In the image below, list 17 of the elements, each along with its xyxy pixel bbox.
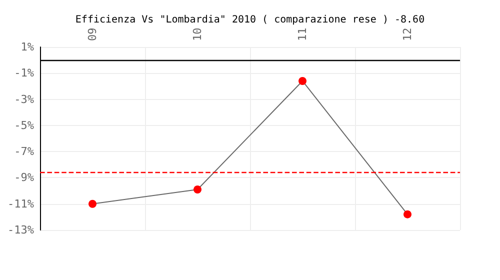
y-tick-label: 1% xyxy=(20,40,34,54)
y-tick-label: -9% xyxy=(14,171,34,184)
y-tick-label: -11% xyxy=(8,197,34,210)
y-tick-label: -1% xyxy=(14,66,34,80)
x-tick-label: 10 xyxy=(191,28,204,41)
x-tick-label: 11 xyxy=(296,28,309,41)
y-tick-label: -3% xyxy=(14,92,34,106)
point xyxy=(88,200,96,208)
x-tick-label: 09 xyxy=(86,28,99,41)
chart-title: Efficienza Vs "Lombardia" 2010 ( comparazione rese ) -8.60 xyxy=(75,14,425,26)
y-tick-label: -7% xyxy=(14,145,34,158)
y-tick-label: -5% xyxy=(14,118,34,132)
point xyxy=(298,76,306,85)
point xyxy=(404,210,412,218)
y-tick-label: -13% xyxy=(8,224,34,236)
x-tick-label: 12 xyxy=(401,28,414,41)
point xyxy=(194,185,202,194)
